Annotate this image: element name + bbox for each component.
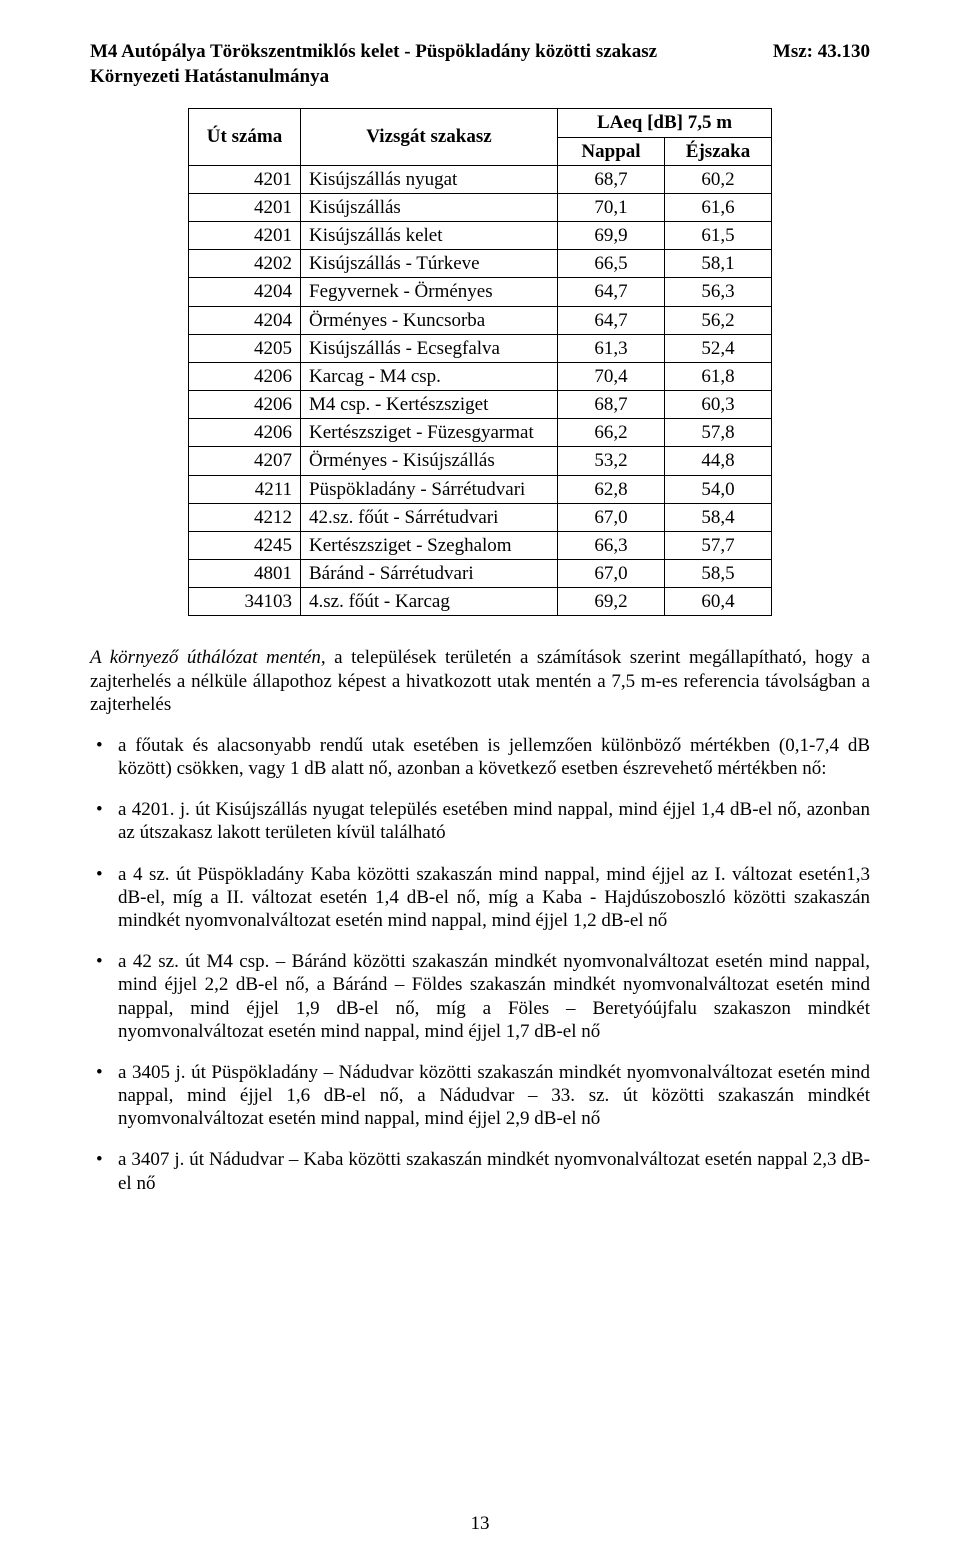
intro-italic-phrase: A környező úthálózat mentén	[90, 647, 321, 668]
cell-nappal: 53,2	[558, 447, 665, 475]
cell-ut-szama: 4205	[189, 334, 301, 362]
cell-nappal: 67,0	[558, 503, 665, 531]
intro-paragraph: A környező úthálózat mentén, a település…	[90, 646, 870, 716]
table-row: 4204Fegyvernek - Örményes64,756,3	[189, 278, 772, 306]
bullet-list: a főutak és alacsonyabb rendű utak eseté…	[90, 734, 870, 1195]
cell-ut-szama: 34103	[189, 588, 301, 616]
header-title-line2: Környezeti Hatástanulmánya	[90, 65, 870, 88]
cell-nappal: 68,7	[558, 391, 665, 419]
cell-ejszaka: 52,4	[665, 334, 772, 362]
cell-nappal: 62,8	[558, 475, 665, 503]
cell-vizsgat-szakasz: Örményes - Kisújszállás	[301, 447, 558, 475]
cell-ut-szama: 4202	[189, 250, 301, 278]
th-ut-szama: Út száma	[189, 109, 301, 165]
table-row: 4206M4 csp. - Kertészsziget68,760,3	[189, 391, 772, 419]
cell-vizsgat-szakasz: Kertészsziget - Füzesgyarmat	[301, 419, 558, 447]
th-nappal: Nappal	[558, 137, 665, 165]
table-row: 4204Örményes - Kuncsorba64,756,2	[189, 306, 772, 334]
table-row: 4245Kertészsziget - Szeghalom66,357,7	[189, 531, 772, 559]
cell-ejszaka: 44,8	[665, 447, 772, 475]
cell-vizsgat-szakasz: Kisújszállás	[301, 193, 558, 221]
th-ejszaka: Éjszaka	[665, 137, 772, 165]
cell-ut-szama: 4204	[189, 306, 301, 334]
cell-vizsgat-szakasz: Kisújszállás - Túrkeve	[301, 250, 558, 278]
th-vizsgat-szakasz: Vizsgát szakasz	[301, 109, 558, 165]
bullet-item: a főutak és alacsonyabb rendű utak eseté…	[90, 734, 870, 780]
bullet-item: a 42 sz. út M4 csp. – Báránd közötti sza…	[90, 950, 870, 1043]
table-row: 4206Karcag - M4 csp.70,461,8	[189, 362, 772, 390]
cell-vizsgat-szakasz: Karcag - M4 csp.	[301, 362, 558, 390]
table-row: 341034.sz. főút - Karcag69,260,4	[189, 588, 772, 616]
table-row: 4207Örményes - Kisújszállás53,244,8	[189, 447, 772, 475]
cell-vizsgat-szakasz: 4.sz. főút - Karcag	[301, 588, 558, 616]
cell-ut-szama: 4206	[189, 391, 301, 419]
bullet-item: a 3405 j. út Püspökladány – Nádudvar köz…	[90, 1061, 870, 1131]
cell-vizsgat-szakasz: M4 csp. - Kertészsziget	[301, 391, 558, 419]
noise-level-table: Út száma Vizsgát szakasz LAeq [dB] 7,5 m…	[188, 108, 772, 616]
cell-ut-szama: 4204	[189, 278, 301, 306]
table-row: 4202Kisújszállás - Túrkeve66,558,1	[189, 250, 772, 278]
cell-vizsgat-szakasz: Püspökladány - Sárrétudvari	[301, 475, 558, 503]
cell-nappal: 61,3	[558, 334, 665, 362]
cell-ut-szama: 4207	[189, 447, 301, 475]
cell-nappal: 66,5	[558, 250, 665, 278]
cell-vizsgat-szakasz: Kertészsziget - Szeghalom	[301, 531, 558, 559]
header-title-line1: M4 Autópálya Törökszentmiklós kelet - Pü…	[90, 40, 657, 63]
cell-nappal: 69,9	[558, 222, 665, 250]
cell-ut-szama: 4201	[189, 165, 301, 193]
cell-ejszaka: 58,5	[665, 560, 772, 588]
cell-ejszaka: 61,8	[665, 362, 772, 390]
cell-vizsgat-szakasz: Báránd - Sárrétudvari	[301, 560, 558, 588]
table-row: 4201Kisújszállás70,161,6	[189, 193, 772, 221]
cell-ejszaka: 61,6	[665, 193, 772, 221]
bullet-item: a 4201. j. út Kisújszállás nyugat telepü…	[90, 798, 870, 844]
table-row: 4201Kisújszállás kelet69,961,5	[189, 222, 772, 250]
cell-nappal: 68,7	[558, 165, 665, 193]
cell-ut-szama: 4206	[189, 419, 301, 447]
table-row: 4201Kisújszállás nyugat68,760,2	[189, 165, 772, 193]
cell-ejszaka: 58,1	[665, 250, 772, 278]
cell-vizsgat-szakasz: Kisújszállás kelet	[301, 222, 558, 250]
cell-vizsgat-szakasz: Örményes - Kuncsorba	[301, 306, 558, 334]
table-row: 4206Kertészsziget - Füzesgyarmat66,257,8	[189, 419, 772, 447]
page-number: 13	[0, 1512, 960, 1535]
cell-ejszaka: 56,2	[665, 306, 772, 334]
cell-ut-szama: 4245	[189, 531, 301, 559]
bullet-item: a 3407 j. út Nádudvar – Kaba közötti sza…	[90, 1148, 870, 1194]
table-row: 4205Kisújszállás - Ecsegfalva61,352,4	[189, 334, 772, 362]
cell-nappal: 66,2	[558, 419, 665, 447]
cell-ejszaka: 56,3	[665, 278, 772, 306]
cell-nappal: 66,3	[558, 531, 665, 559]
th-laeq: LAeq [dB] 7,5 m	[558, 109, 772, 137]
table-row: 421242.sz. főút - Sárrétudvari67,058,4	[189, 503, 772, 531]
header-ref-number: Msz: 43.130	[773, 40, 870, 63]
cell-nappal: 70,1	[558, 193, 665, 221]
cell-nappal: 67,0	[558, 560, 665, 588]
table-row: 4801Báránd - Sárrétudvari67,058,5	[189, 560, 772, 588]
cell-ejszaka: 60,2	[665, 165, 772, 193]
cell-ejszaka: 58,4	[665, 503, 772, 531]
cell-nappal: 70,4	[558, 362, 665, 390]
cell-ut-szama: 4201	[189, 193, 301, 221]
cell-ut-szama: 4201	[189, 222, 301, 250]
cell-vizsgat-szakasz: Kisújszállás - Ecsegfalva	[301, 334, 558, 362]
cell-ejszaka: 57,8	[665, 419, 772, 447]
cell-ejszaka: 61,5	[665, 222, 772, 250]
cell-vizsgat-szakasz: 42.sz. főút - Sárrétudvari	[301, 503, 558, 531]
cell-nappal: 69,2	[558, 588, 665, 616]
cell-ejszaka: 60,3	[665, 391, 772, 419]
cell-ut-szama: 4212	[189, 503, 301, 531]
cell-ut-szama: 4801	[189, 560, 301, 588]
cell-nappal: 64,7	[558, 278, 665, 306]
bullet-item: a 4 sz. út Püspökladány Kaba közötti sza…	[90, 863, 870, 933]
cell-ejszaka: 57,7	[665, 531, 772, 559]
table-row: 4211Püspökladány - Sárrétudvari62,854,0	[189, 475, 772, 503]
cell-vizsgat-szakasz: Kisújszállás nyugat	[301, 165, 558, 193]
cell-ut-szama: 4206	[189, 362, 301, 390]
cell-vizsgat-szakasz: Fegyvernek - Örményes	[301, 278, 558, 306]
cell-nappal: 64,7	[558, 306, 665, 334]
cell-ejszaka: 54,0	[665, 475, 772, 503]
cell-ut-szama: 4211	[189, 475, 301, 503]
cell-ejszaka: 60,4	[665, 588, 772, 616]
